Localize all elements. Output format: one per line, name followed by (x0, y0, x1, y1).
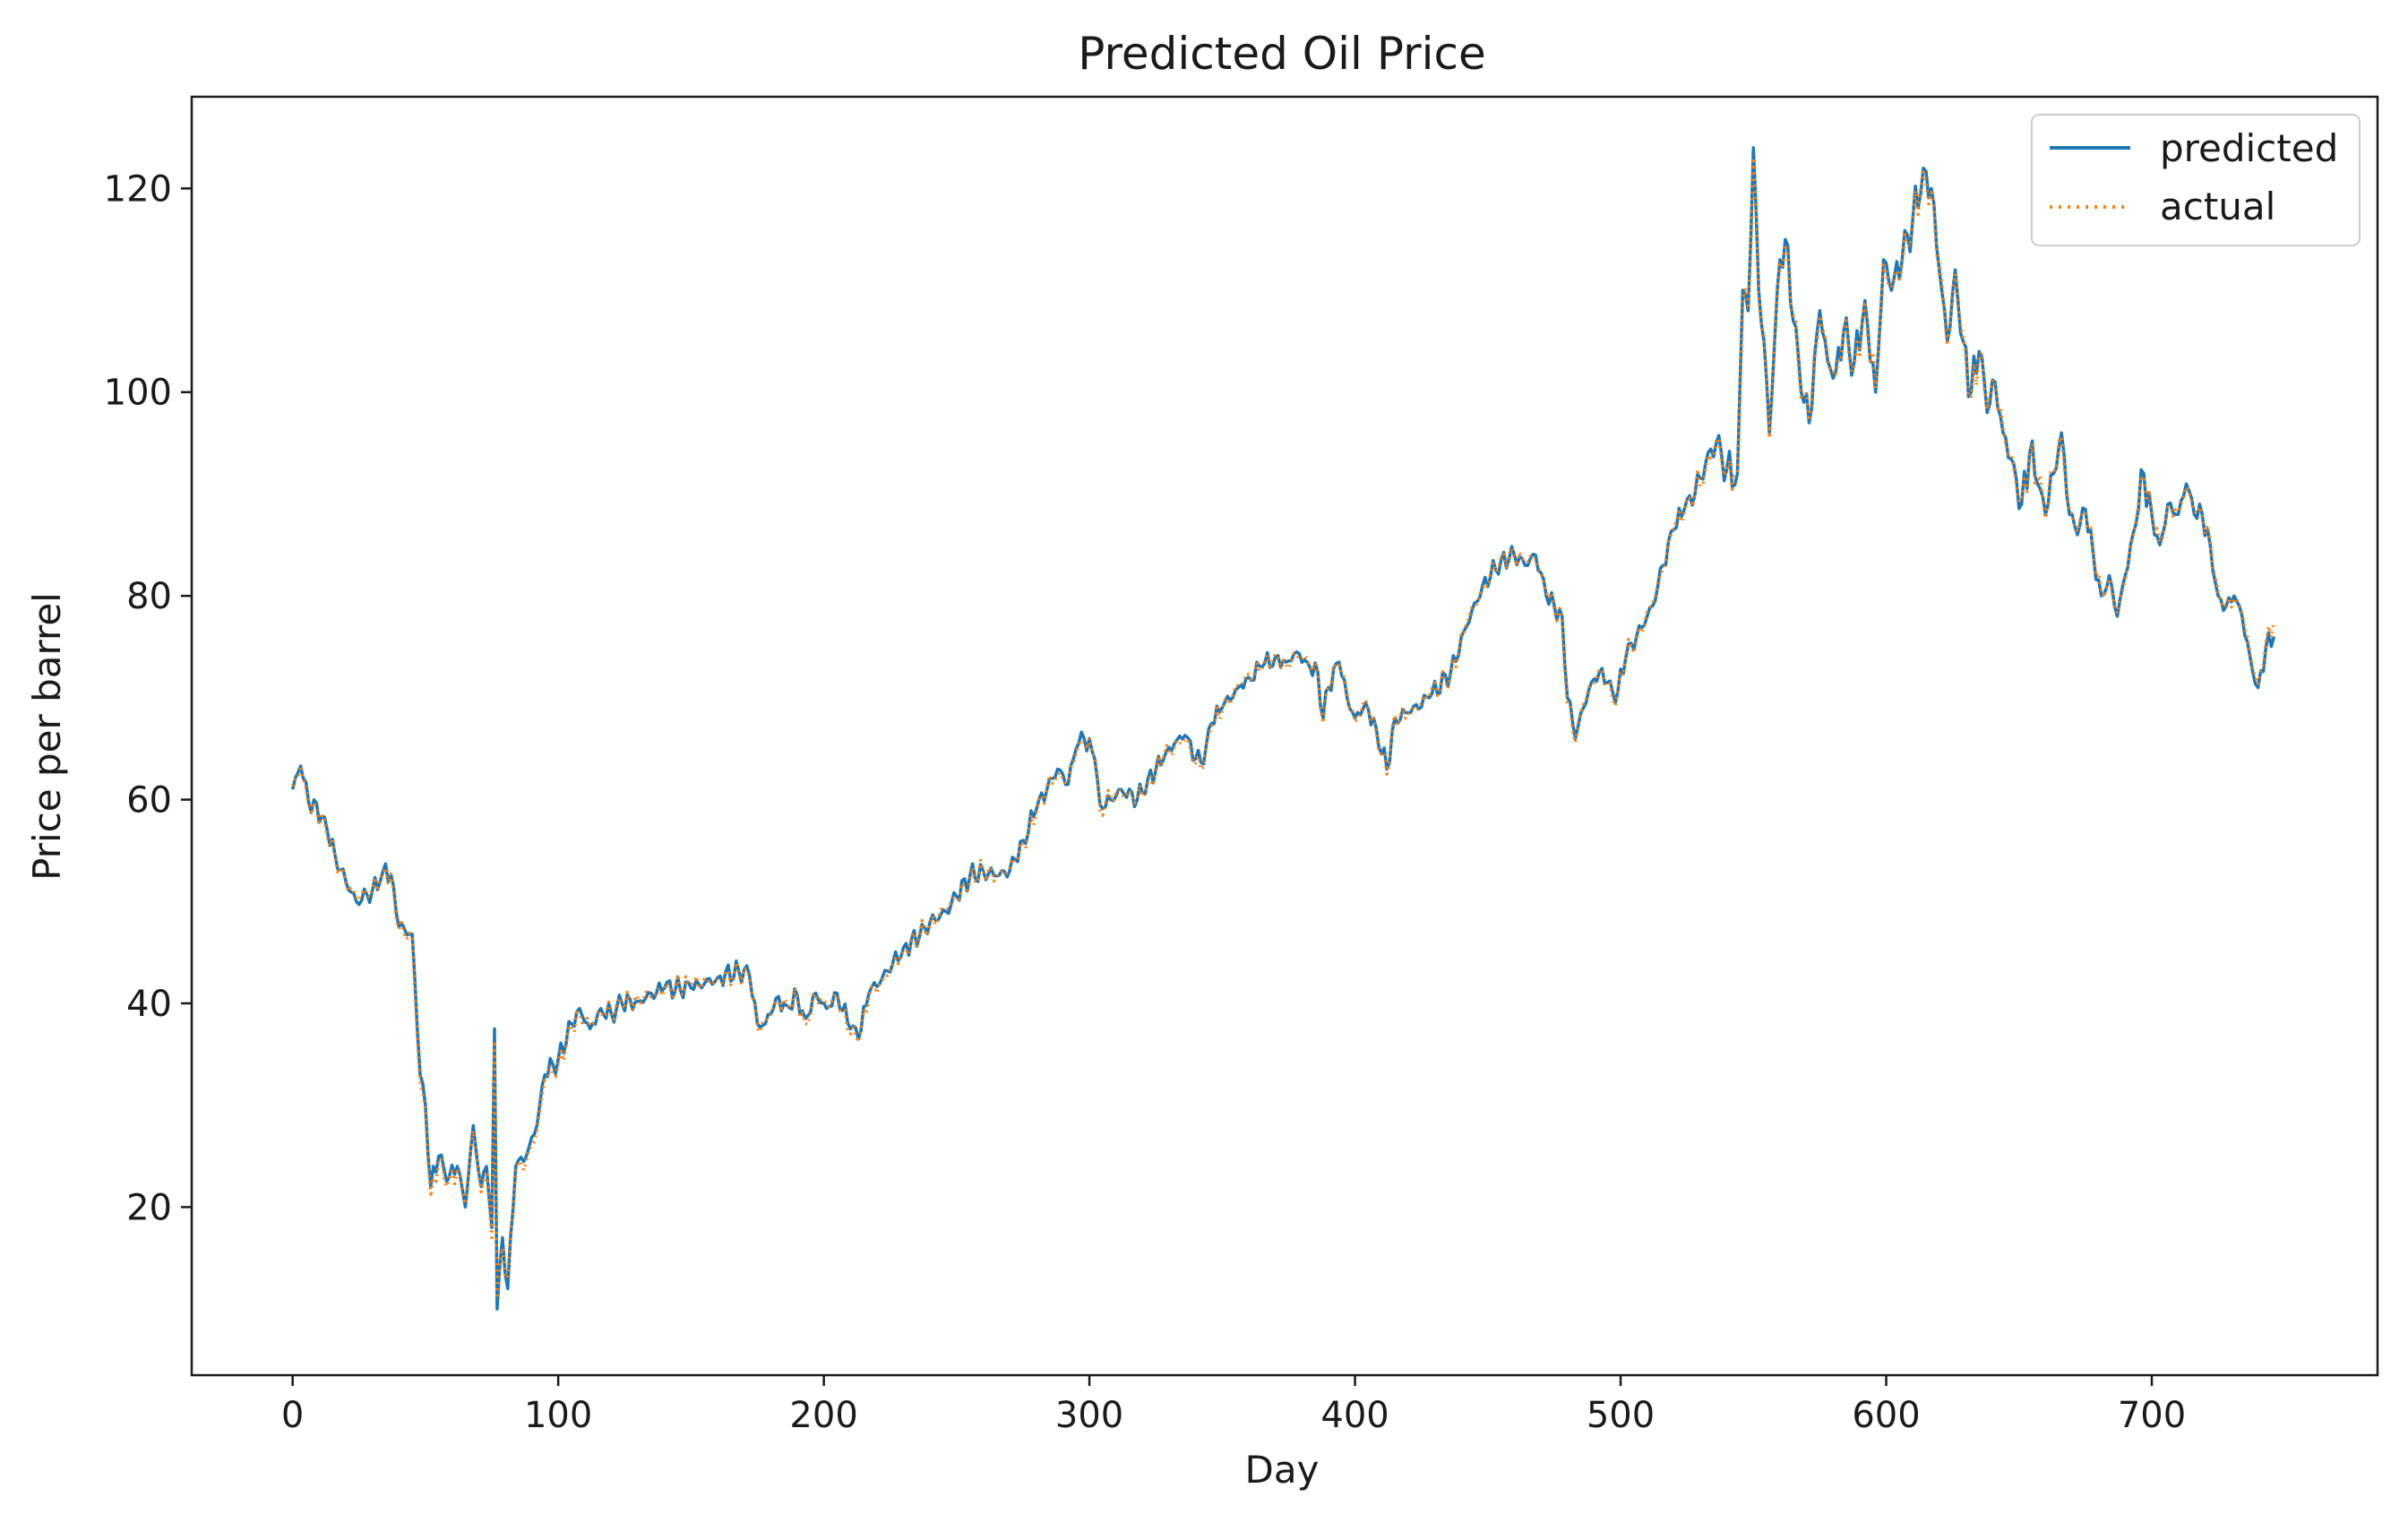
series-layer (290, 146, 2276, 1311)
legend: predicted actual (2031, 114, 2361, 246)
x-tick-label: 400 (1320, 1395, 1389, 1436)
y-axis-label: Price per barrel (25, 592, 69, 881)
y-tick-label: 80 (126, 576, 172, 617)
plot-area-frame (190, 95, 2379, 1377)
x-tick-label: 700 (2118, 1395, 2186, 1436)
y-tick-label: 120 (104, 168, 172, 210)
y-tick-label: 40 (126, 984, 172, 1025)
x-tick-label: 500 (1587, 1395, 1655, 1436)
x-tick-label: 600 (1852, 1395, 1920, 1436)
legend-label-predicted: predicted (2160, 126, 2338, 170)
y-tick-label: 100 (104, 373, 172, 414)
x-axis: 0 100 200 300 400 500 600 700 (281, 1375, 2186, 1436)
y-axis: 20 40 60 80 100 120 (104, 168, 192, 1228)
y-tick-label: 60 (126, 780, 172, 822)
x-tick-label: 200 (789, 1395, 857, 1436)
series-line-actual (291, 156, 2276, 1301)
x-tick-label: 0 (281, 1395, 304, 1436)
x-tick-label: 300 (1055, 1395, 1123, 1436)
x-axis-label: Day (1245, 1448, 1320, 1492)
chart-title: Predicted Oil Price (1078, 28, 1486, 80)
x-tick-label: 100 (524, 1395, 592, 1436)
legend-label-actual: actual (2160, 185, 2275, 228)
y-tick-label: 20 (126, 1187, 172, 1228)
